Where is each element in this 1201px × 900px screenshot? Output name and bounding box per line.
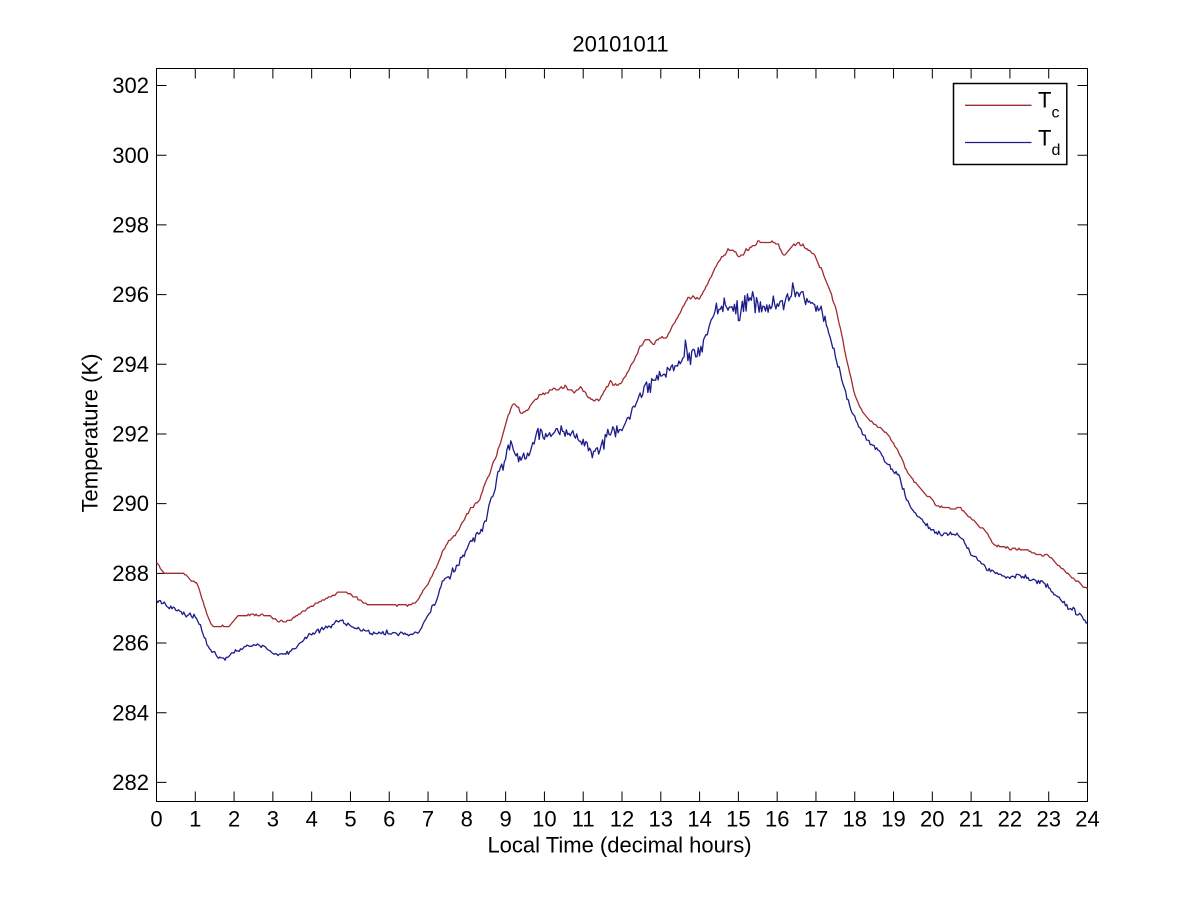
svg-text:302: 302: [112, 73, 149, 98]
svg-text:d: d: [1052, 142, 1061, 159]
svg-text:0: 0: [150, 807, 162, 832]
svg-text:300: 300: [112, 143, 149, 168]
svg-text:9: 9: [499, 807, 511, 832]
svg-text:23: 23: [1036, 807, 1060, 832]
svg-text:10: 10: [532, 807, 556, 832]
svg-text:8: 8: [461, 807, 473, 832]
svg-text:17: 17: [804, 807, 828, 832]
svg-text:14: 14: [687, 807, 711, 832]
svg-text:1: 1: [189, 807, 201, 832]
svg-text:20101011: 20101011: [572, 32, 668, 57]
svg-text:22: 22: [998, 807, 1022, 832]
svg-text:282: 282: [112, 770, 149, 795]
svg-text:6: 6: [383, 807, 395, 832]
svg-text:288: 288: [112, 561, 149, 586]
svg-text:2: 2: [228, 807, 240, 832]
svg-text:15: 15: [726, 807, 750, 832]
svg-text:294: 294: [112, 352, 149, 377]
svg-text:296: 296: [112, 282, 149, 307]
svg-text:24: 24: [1075, 807, 1099, 832]
svg-text:284: 284: [112, 700, 149, 725]
svg-text:5: 5: [344, 807, 356, 832]
svg-text:Temperature (K): Temperature (K): [78, 354, 103, 513]
svg-text:21: 21: [959, 807, 983, 832]
svg-text:c: c: [1052, 105, 1060, 122]
svg-text:286: 286: [112, 631, 149, 656]
svg-text:T: T: [1038, 88, 1051, 113]
svg-text:292: 292: [112, 422, 149, 447]
svg-text:20: 20: [920, 807, 944, 832]
svg-text:13: 13: [649, 807, 673, 832]
svg-text:19: 19: [881, 807, 905, 832]
svg-text:Local Time (decimal hours): Local Time (decimal hours): [487, 833, 751, 858]
svg-text:12: 12: [610, 807, 634, 832]
svg-text:298: 298: [112, 213, 149, 238]
svg-text:4: 4: [306, 807, 318, 832]
svg-text:290: 290: [112, 491, 149, 516]
svg-text:7: 7: [422, 807, 434, 832]
svg-text:18: 18: [843, 807, 867, 832]
svg-text:16: 16: [765, 807, 789, 832]
svg-text:11: 11: [572, 807, 595, 832]
svg-text:T: T: [1038, 126, 1051, 151]
svg-text:3: 3: [267, 807, 279, 832]
